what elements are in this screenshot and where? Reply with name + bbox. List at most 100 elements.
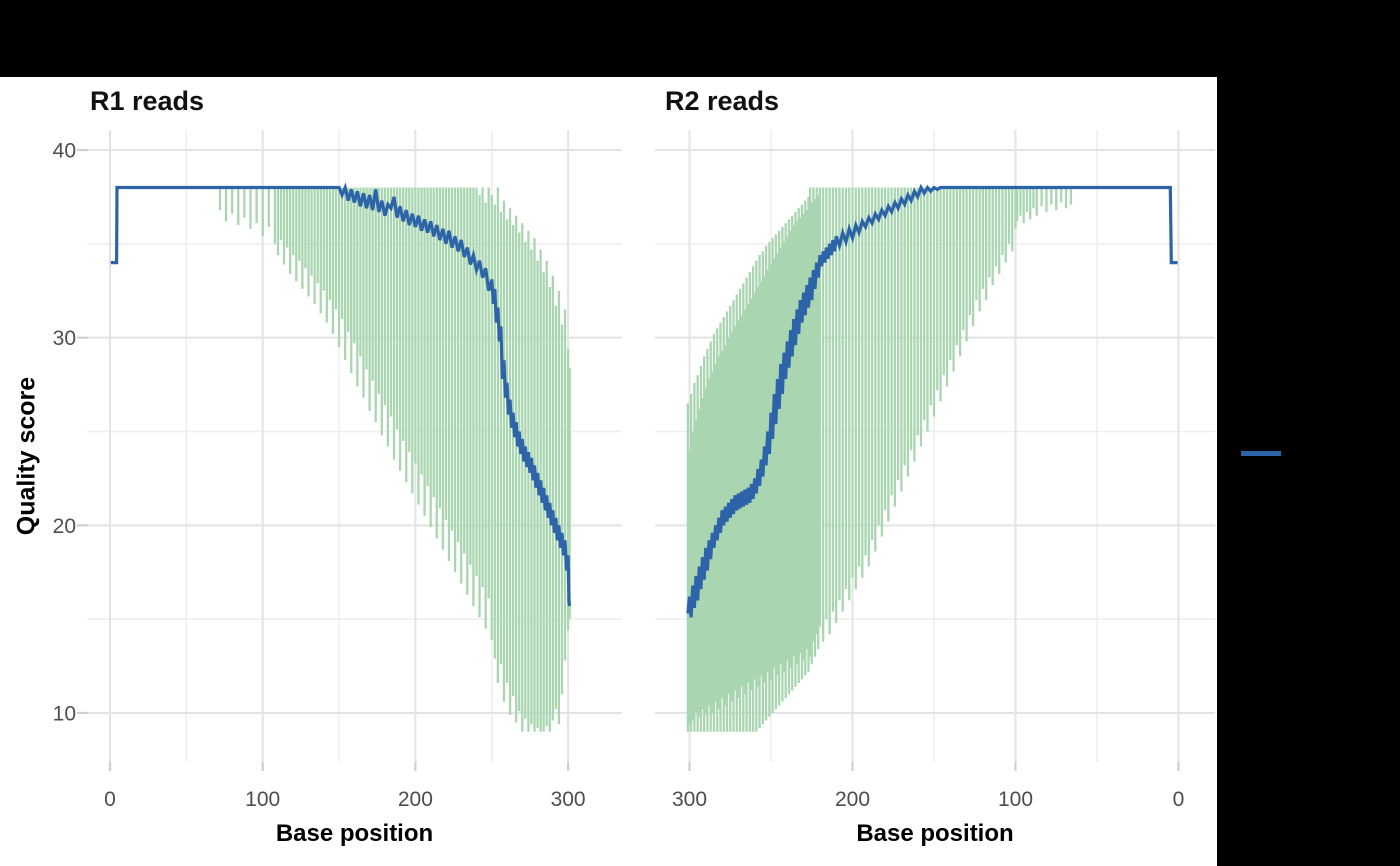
quality-range-bar [255,187,258,224]
quality-range-bar [310,187,313,276]
quality-range-bar [880,187,883,537]
quality-range-bar [261,187,264,237]
quality-range-bar [557,290,561,725]
quality-range-bar [554,305,558,710]
quality-range-bar [444,187,448,520]
quality-range-bar [916,187,919,436]
quality-chart-svg: 0 100 200 300 0 100 200 300 40 30 20 10 [53,130,1215,811]
quality-range-bar [688,450,691,725]
quality-range-bar [1029,187,1032,220]
quality-range-bar [828,187,831,635]
quality-range-bar [267,187,270,227]
quality-range-bar [478,195,481,618]
x-tick-label: 200 [835,788,870,811]
quality-range-bar [304,187,307,269]
quality-range-bar [735,294,738,732]
quality-range-bar [804,200,807,676]
quality-range-bar [764,245,768,721]
quality-range-bar [782,241,786,672]
quality-range-bar [457,187,460,543]
quality-range-bar [900,187,903,492]
quality-range-bar [511,225,515,697]
quality-range-bar [784,223,787,698]
quality-range-bar [965,187,968,342]
quality-range-bar [466,187,469,595]
quality-range-bar [988,187,991,278]
quality-range-bar [792,225,795,657]
quality-range-bar [774,234,778,710]
quality-range-bar [815,187,818,635]
quality-range-bar [530,249,533,725]
quality-range-bar [779,247,782,665]
quality-range-bar [701,397,704,710]
quality-range-bar [932,187,936,417]
quality-range-bar [867,187,870,567]
quality-range-bar [417,187,420,505]
quality-range-bar [490,195,493,640]
quality-range-bar [1025,187,1029,212]
quality-range-bar [463,187,466,554]
quality-range-bar [282,187,286,265]
quality-range-bar [698,408,701,717]
quality-range-bar [870,187,874,541]
quality-range-bar [386,187,390,447]
quality-range-bar [481,187,484,588]
quality-range-bar [484,202,487,629]
quality-range-bar [331,187,335,334]
quality-range-bar [224,187,228,222]
quality-range-bar [971,187,975,327]
quality-range-bar [389,187,393,417]
quality-range-bar [426,187,429,486]
quality-range-bar [952,187,955,372]
quality-range-bar [913,187,916,462]
quality-range-bar [435,187,438,539]
quality-range-bar [786,236,789,661]
median-line [110,182,572,607]
quality-range-bar [991,187,994,286]
x-tick-label: 200 [398,788,433,811]
quality-range-bar [334,187,338,310]
quality-range-bar [789,230,792,668]
quality-range-bar [383,187,387,406]
quality-range-bar [521,223,524,732]
quality-range-bar [778,230,781,706]
quality-range-bar [1035,187,1038,216]
quality-range-bar [307,187,310,297]
quality-range-bar [340,187,344,319]
quality-range-bar [696,375,699,732]
quality-range-bar [825,187,828,620]
quality-range-bar [469,187,472,565]
quality-range-bar [962,187,965,331]
quality-range-bar [808,187,812,657]
quality-range-bar [694,420,698,713]
quality-range-bar [689,393,693,732]
quality-range-bar [738,288,742,732]
quality-range-bar [890,187,893,496]
y-tick-label: 30 [53,327,76,350]
quality-range-bar [420,187,423,475]
quality-range-bar [896,187,900,481]
quality-range-bar [919,187,923,447]
quality-range-bar [763,275,766,683]
quality-range-bar [848,187,851,601]
quality-range-bar [408,187,411,453]
quality-range-bar [729,305,732,732]
quality-range-bar [861,187,864,578]
y-tick-label: 20 [53,515,76,538]
quality-range-bar [1040,187,1043,207]
quality-range-bar [883,187,887,511]
quality-range-bar [411,187,414,494]
quality-range-bar [560,324,564,695]
quality-range-bar [691,431,694,721]
quality-range-bar [1059,187,1063,203]
quality-range-bar [563,309,567,661]
quality-range-bar [768,241,771,717]
x-tick-label: 100 [998,788,1033,811]
quality-range-bar [742,283,745,732]
quality-range-bar [566,348,570,631]
quality-range-bar [441,187,445,550]
quality-range-bar [438,187,441,509]
quality-range-bar [447,187,451,561]
x-tick-label: 0 [1173,788,1185,811]
quality-range-bar [356,187,359,387]
